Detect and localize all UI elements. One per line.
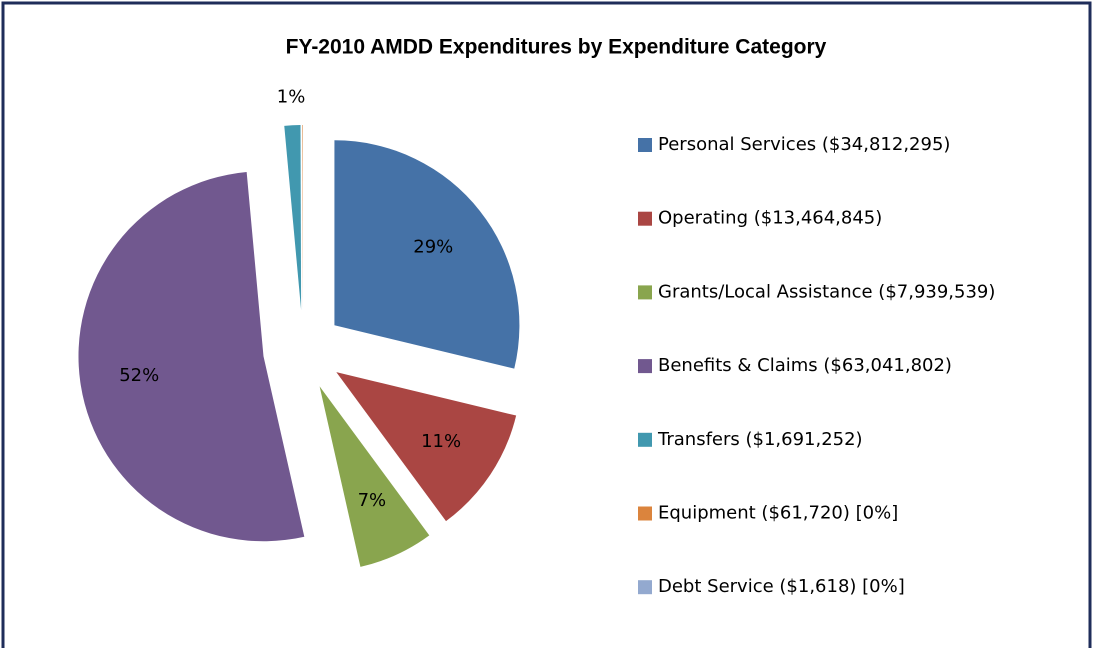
- legend-label: Personal Services ($34,812,295): [658, 134, 950, 155]
- legend-swatch: [638, 359, 652, 374]
- legend-swatch: [638, 285, 652, 300]
- legend-label: Equipment ($61,720) [0%]: [658, 503, 898, 524]
- data-label: 7%: [358, 490, 387, 511]
- legend-swatch: [638, 211, 652, 226]
- legend-swatch: [638, 138, 652, 152]
- data-label: 11%: [421, 431, 461, 452]
- legend-label: Grants/Local Assistance ($7,939,539): [658, 281, 995, 302]
- legend-swatch: [638, 506, 652, 521]
- pie-slice: [284, 125, 302, 311]
- legend-label: Operating ($13,464,845): [658, 208, 882, 229]
- chart-title: FY-2010 AMDD Expenditures by Expenditure…: [286, 36, 827, 59]
- data-label: 52%: [119, 365, 159, 386]
- data-label: 1%: [277, 86, 306, 107]
- pie-slice: [319, 386, 430, 567]
- legend-label: Benefits & Claims ($63,041,802): [658, 355, 952, 376]
- legend-label: Debt Service ($1,618) [0%]: [658, 576, 905, 597]
- legend-label: Transfers ($1,691,252): [657, 429, 863, 450]
- legend-swatch: [638, 580, 652, 595]
- pie-slice: [302, 125, 303, 311]
- legend-swatch: [638, 432, 652, 447]
- pie-slice: [336, 372, 517, 522]
- data-label: 29%: [413, 236, 453, 257]
- pie-slice: [78, 172, 305, 542]
- pie-slice: [334, 140, 520, 369]
